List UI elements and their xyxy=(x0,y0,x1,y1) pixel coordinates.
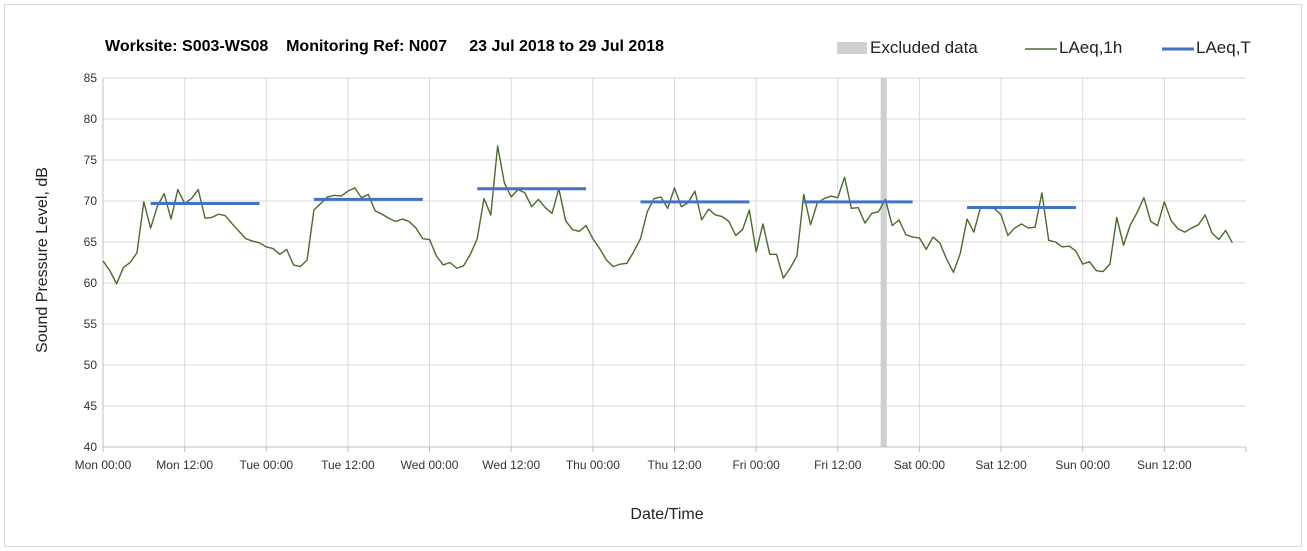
excluded-bands xyxy=(880,78,887,447)
y-tick-label: 85 xyxy=(84,71,98,85)
x-tick-label: Tue 12:00 xyxy=(321,458,375,472)
x-tick-label: Mon 12:00 xyxy=(156,458,213,472)
y-axis-title: Sound Pressure Level, dB xyxy=(34,167,51,353)
legend-label-excluded: Excluded data xyxy=(870,38,978,57)
x-tick-label: Sat 12:00 xyxy=(975,458,1027,472)
x-tick-label: Wed 12:00 xyxy=(482,458,540,472)
legend: Excluded data LAeq,1h LAeq,T xyxy=(837,38,1251,57)
series xyxy=(102,145,1234,285)
y-tick-label: 80 xyxy=(84,112,98,126)
x-tick-label: Sat 00:00 xyxy=(894,458,946,472)
series-laeq-1h-line xyxy=(102,145,1234,285)
y-tick-label: 65 xyxy=(84,235,98,249)
y-tick-label: 70 xyxy=(84,194,98,208)
x-tick-label: Tue 00:00 xyxy=(239,458,293,472)
axes xyxy=(102,78,1247,452)
gridlines xyxy=(103,77,1246,447)
y-tick-label: 40 xyxy=(84,440,98,454)
legend-swatch-excluded xyxy=(837,42,867,54)
x-tick-label: Thu 12:00 xyxy=(647,458,701,472)
x-tick-label: Fri 00:00 xyxy=(732,458,780,472)
legend-label-laeq-t: LAeq,T xyxy=(1196,38,1251,57)
tick-labels: 40 45 50 55 60 65 70 75 80 85 Mon 00:00 Mon 12:00 Tu… xyxy=(75,71,1192,472)
x-tick-label: Mon 00:00 xyxy=(75,458,132,472)
x-axis-title: Date/Time xyxy=(630,506,703,523)
chart-frame: 40 45 50 55 60 65 70 75 80 85 Mon 00:00 Mon 12:00 Tu… xyxy=(4,4,1302,547)
x-tick-label: Thu 00:00 xyxy=(566,458,620,472)
x-tick-label: Fri 12:00 xyxy=(814,458,862,472)
y-tick-label: 50 xyxy=(84,358,98,372)
y-tick-label: 55 xyxy=(84,317,98,331)
y-tick-label: 75 xyxy=(84,153,98,167)
x-tick-label: Wed 00:00 xyxy=(401,458,459,472)
x-tick-label: Sun 12:00 xyxy=(1137,458,1192,472)
y-tick-label: 60 xyxy=(84,276,98,290)
x-tick-label: Sun 00:00 xyxy=(1055,458,1110,472)
excluded-band xyxy=(880,78,887,447)
y-tick-label: 45 xyxy=(84,399,98,413)
noise-monitoring-chart: 40 45 50 55 60 65 70 75 80 85 Mon 00:00 Mon 12:00 Tu… xyxy=(34,38,1251,523)
chart-title: Worksite: S003-WS08 Monitoring Ref: N007… xyxy=(105,38,664,55)
legend-label-laeq-1h: LAeq,1h xyxy=(1059,38,1122,57)
